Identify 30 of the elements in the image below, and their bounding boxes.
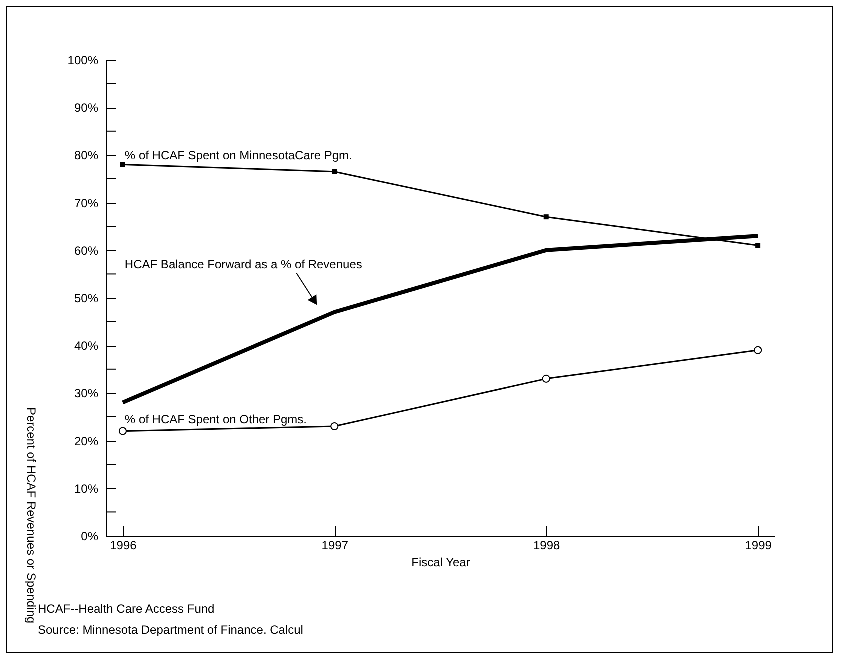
series-label: % of HCAF Spent on MinnesotaCare Pgm. — [124, 148, 352, 163]
y-tick-label: 40% — [74, 339, 99, 354]
y-tick-label: 80% — [74, 148, 99, 163]
y-tick-label: 10% — [74, 482, 99, 496]
series-label: % of HCAF Spent on Other Pgms. — [124, 412, 308, 426]
y-tick-label: 60% — [74, 244, 99, 258]
x-tick-label: 1997 — [322, 538, 349, 552]
x-tick-label: 1998 — [534, 538, 561, 552]
y-tick-label: 70% — [74, 196, 99, 210]
x-tick-label: 1999 — [745, 538, 772, 552]
text: HCAF Balance Forward as a % of Revenues — [124, 258, 362, 272]
point — [118, 427, 127, 436]
y-tick-label: 100% — [68, 54, 99, 68]
y-axis-title: Percent of HCAF Revenues or Spending — [24, 407, 38, 624]
y-tick-label: 30% — [74, 386, 99, 401]
y-tick-label: 50% — [74, 292, 99, 306]
y-tick-label: 0% — [81, 530, 99, 544]
y-tick-label: 20% — [74, 434, 99, 448]
point — [542, 374, 550, 383]
text: HCAF--Health Care Access Fund — [38, 602, 215, 616]
source-note: Source: Minnesota Department of Finance. Calcul — [38, 623, 304, 637]
point — [120, 162, 126, 168]
point — [754, 346, 762, 354]
point — [756, 243, 761, 248]
point — [330, 422, 339, 431]
x-axis-title: Fiscal Year — [412, 556, 470, 570]
point — [544, 214, 549, 220]
x-tick-label: 1996 — [110, 538, 138, 552]
y-tick-label: 90% — [74, 101, 99, 116]
point — [332, 169, 338, 174]
